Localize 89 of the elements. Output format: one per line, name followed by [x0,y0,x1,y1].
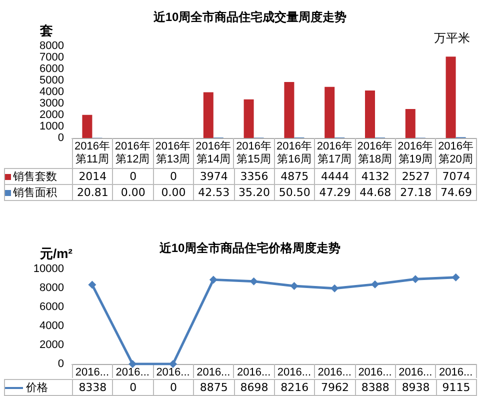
y-axis-title: 套 [39,23,53,38]
point [452,273,460,282]
point [411,275,420,284]
x-tick-label: 2016... [116,366,150,378]
x-tick-label: 2016... [75,366,110,378]
point [290,282,298,290]
data-label: 0 [153,380,194,396]
data-label: 47.29 [314,184,356,200]
x-tick-label: 2016... [398,366,432,378]
bar [446,56,456,138]
data-label: 27.18 [396,184,436,200]
x-tick-label: 2016年第12周 [114,140,150,166]
x-tick-label: 2016... [236,366,271,378]
data-label: 8875 [194,380,234,396]
data-label: 2014 [72,168,113,184]
data-label: 3974 [194,168,234,184]
y-tick-label: 0 [58,358,64,370]
x-tick-label: 2016... [156,366,190,378]
chart-title: 近10周全市商品住宅成交量周度走势 [152,10,347,24]
data-label: 9115 [436,380,476,396]
y-tick-label: 6000 [40,63,64,75]
y-tick-label: 2000 [40,339,64,351]
x-tick-label: 2016年第11周 [74,140,110,166]
x-tick-label: 2016... [277,366,312,378]
data-label: 0 [112,380,154,396]
x-tick-label: 2016... [318,366,352,378]
bar [365,90,375,138]
bar [203,92,214,138]
data-label: 2527 [396,168,436,184]
data-label: 0 [153,168,194,184]
bar [405,108,416,138]
data-label: 8338 [72,380,113,396]
data-label: 0.00 [153,184,194,200]
x-tick-label: 2016年第14周 [196,140,232,166]
x-tick-label: 2016... [438,366,473,378]
chart-title: 近10周全市商品住宅价格周度走势 [158,241,341,255]
y-tick-label: 10000 [33,263,64,275]
x-tick-label: 2016年第15周 [236,140,272,166]
data-label: 74.69 [436,184,476,200]
y-tick-label: 0 [58,132,64,144]
data-label: 7074 [436,168,476,184]
x-tick-label: 2016... [358,366,392,378]
data-label: 44.68 [355,184,396,200]
data-label: 35.20 [234,184,274,200]
y-axis-title: 元/m² [39,246,74,261]
y-tick-label: 1000 [40,120,64,132]
data-label: 7962 [314,380,356,396]
x-tick-label: 2016年第13周 [155,140,191,166]
x-tick-label: 2016年第18周 [357,140,393,166]
legend-label: 销售面积 [4,184,72,200]
bar [244,99,254,138]
x-tick-label: 2016年第19周 [398,140,434,166]
y-tick-label: 7000 [40,52,64,64]
x-tick-label: 2016年第20周 [438,140,474,166]
legend-label: 价格 [4,380,72,396]
point [330,284,339,292]
y-tick-label: 4000 [40,320,64,332]
point [371,280,379,288]
y-tick-label: 2000 [40,109,64,121]
y-tick-label: 4000 [40,86,64,98]
data-label: 4444 [314,168,356,184]
y-tick-label: 8000 [40,40,64,52]
data-label: 0 [112,168,154,184]
legend-label: 销售套数 [4,168,72,184]
data-label: 4132 [355,168,396,184]
data-label: 8698 [234,380,274,396]
point [88,280,96,289]
point [169,360,177,368]
data-label: 8388 [355,380,396,396]
data-label: 8216 [274,380,315,396]
data-label: 0.00 [112,184,154,200]
bar [324,86,335,138]
y-tick-label: 6000 [40,301,64,313]
data-label: 42.53 [194,184,234,200]
data-label: 20.81 [72,184,113,200]
y-tick-label: 5000 [40,74,64,86]
x-tick-label: 2016... [196,366,230,378]
y-tick-label: 3000 [40,98,64,110]
y-tick-label: 8000 [40,282,64,294]
point [209,276,218,284]
x-tick-label: 2016年第16周 [276,140,312,166]
x-tick-label: 2016年第17周 [316,140,352,166]
bar [284,82,294,138]
data-label: 50.50 [274,184,315,200]
data-label: 3356 [234,168,274,184]
y2-axis-title: 万平米 [434,31,470,45]
data-label: 8938 [396,380,436,396]
bar [82,114,92,138]
data-label: 4875 [274,168,315,184]
